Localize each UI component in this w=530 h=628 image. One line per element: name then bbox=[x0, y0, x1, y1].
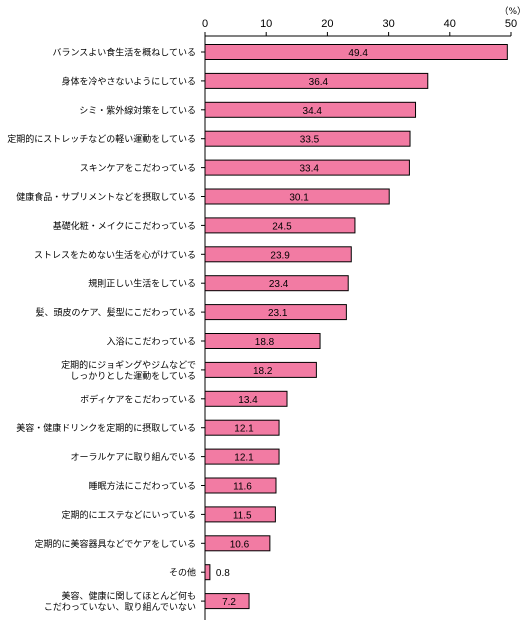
data-label: 36.4 bbox=[309, 77, 329, 88]
category-label: 睡眠方法にこだわっている bbox=[89, 480, 196, 492]
bar bbox=[204, 448, 280, 465]
category-label: シミ・紫外線対策をしている bbox=[79, 104, 196, 116]
category-label: その他 bbox=[169, 567, 196, 579]
category-label: こだわっていない、取り組んでいない bbox=[44, 601, 196, 613]
bar bbox=[204, 390, 288, 407]
bar bbox=[204, 130, 411, 147]
x-tick-label: 50 bbox=[505, 18, 517, 30]
x-tick-label: 10 bbox=[260, 18, 272, 30]
x-tick-label: 20 bbox=[321, 18, 333, 30]
data-label: 49.4 bbox=[348, 48, 368, 59]
bar bbox=[204, 246, 352, 263]
category-label: バランスよい食生活を概ねしている bbox=[52, 47, 196, 59]
x-tick-label: 40 bbox=[444, 18, 456, 30]
bar bbox=[204, 361, 317, 378]
category-label: ストレスをためない生活を心がけている bbox=[34, 249, 196, 261]
data-label: 33.4 bbox=[299, 164, 319, 175]
category-label: 身体を冷やさないようにしている bbox=[61, 75, 196, 87]
data-label: 24.5 bbox=[272, 221, 292, 232]
bar bbox=[204, 593, 250, 610]
category-label: しっかりとした運動をしている bbox=[70, 371, 196, 382]
category-label: ボディケアをこだわっている bbox=[80, 393, 196, 405]
x-tick-label: 30 bbox=[382, 18, 394, 30]
data-label: 23.9 bbox=[270, 250, 290, 261]
category-label: 健康食品・サプリメントなどを摂取している bbox=[16, 191, 196, 203]
data-label: 7.2 bbox=[222, 597, 236, 608]
bar bbox=[204, 188, 390, 205]
unit-label: （%） bbox=[499, 6, 526, 17]
bar bbox=[204, 333, 321, 349]
data-label: 11.5 bbox=[233, 510, 252, 521]
category-label: 規則正しい生活をしている bbox=[88, 278, 196, 290]
bar bbox=[204, 101, 417, 118]
data-label: 12.1 bbox=[234, 424, 254, 435]
bar bbox=[204, 304, 347, 321]
data-label: 33.5 bbox=[300, 135, 320, 146]
category-label: 定期的にジョギングやジムなどで bbox=[61, 359, 196, 371]
bar bbox=[204, 44, 508, 60]
bar bbox=[204, 506, 276, 523]
data-label: 23.1 bbox=[268, 308, 288, 319]
bar bbox=[204, 275, 349, 292]
data-label: 18.8 bbox=[255, 337, 275, 348]
data-label: 34.4 bbox=[303, 106, 323, 117]
category-label: 髪、頭皮のケア、髪型にこだわっている bbox=[36, 307, 196, 319]
category-label: 定期的にストレッチなどの軽い運動をしている bbox=[7, 133, 196, 145]
category-label: 基礎化粧・メイクにこだわっている bbox=[53, 220, 196, 232]
bar bbox=[204, 564, 211, 581]
bar bbox=[204, 477, 277, 494]
data-label: 10.6 bbox=[230, 539, 250, 550]
data-label: 12.1 bbox=[234, 453, 254, 464]
category-label: 定期的にエステなどにいっている bbox=[61, 509, 196, 521]
data-label: 0.8 bbox=[216, 568, 230, 579]
data-label: 30.1 bbox=[289, 193, 309, 204]
x-tick-label: 0 bbox=[202, 18, 208, 30]
category-label: 美容・健康ドリンクを定期的に摂取している bbox=[16, 422, 196, 434]
bar bbox=[204, 419, 280, 436]
bar bbox=[204, 159, 410, 176]
bar bbox=[204, 535, 271, 552]
data-label: 18.2 bbox=[253, 366, 273, 377]
data-label: 13.4 bbox=[238, 395, 258, 406]
category-label: 定期的に美容器具などでケアをしている bbox=[34, 538, 196, 550]
bar bbox=[204, 217, 356, 234]
category-label: オーラルケアに取り組んでいる bbox=[70, 451, 196, 463]
data-label: 11.6 bbox=[233, 482, 252, 493]
category-label: スキンケアをこだわっている bbox=[80, 163, 196, 174]
category-label: 美容、健康に関してほとんど何も bbox=[62, 590, 196, 602]
data-label: 23.4 bbox=[269, 279, 289, 290]
category-label: 入浴にこだわっている bbox=[107, 337, 196, 348]
bar bbox=[204, 72, 429, 89]
